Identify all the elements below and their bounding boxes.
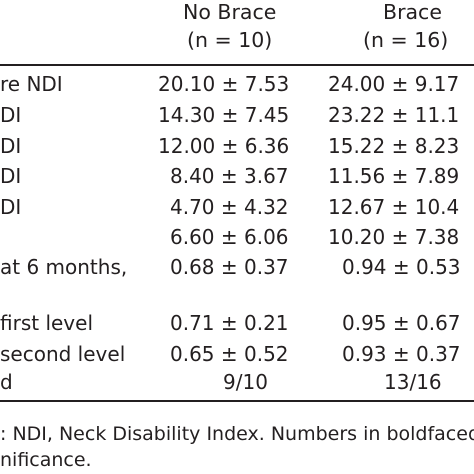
cell-no-brace: 9/10 bbox=[223, 370, 268, 394]
row-label: first level bbox=[0, 311, 93, 335]
row-label: DI bbox=[0, 164, 22, 188]
cell-brace: 12.67 ± 10.4 bbox=[328, 195, 460, 219]
footnote-line-1: : NDI, Neck Disability Index. Numbers in… bbox=[0, 423, 474, 445]
cell-brace: 24.00 ± 9.17 bbox=[328, 72, 460, 96]
cell-brace: 0.93 ± 0.37 bbox=[342, 342, 461, 366]
cell-no-brace: 6.60 ± 6.06 bbox=[170, 225, 289, 249]
cell-brace: 13/16 bbox=[384, 370, 442, 394]
cell-no-brace: 4.70 ± 4.32 bbox=[170, 195, 289, 219]
cell-no-brace: 14.30 ± 7.45 bbox=[158, 103, 290, 127]
cell-no-brace: 20.10 ± 7.53 bbox=[158, 72, 290, 96]
header-no-brace-n: (n = 10) bbox=[187, 28, 273, 52]
cell-no-brace: 12.00 ± 6.36 bbox=[158, 134, 290, 158]
cell-no-brace: 0.65 ± 0.52 bbox=[170, 342, 289, 366]
row-label: DI bbox=[0, 134, 22, 158]
header-no-brace-title: No Brace bbox=[183, 0, 277, 24]
cell-brace: 15.22 ± 8.23 bbox=[328, 134, 460, 158]
cell-no-brace: 0.71 ± 0.21 bbox=[170, 311, 289, 335]
header-divider bbox=[0, 64, 474, 66]
header-brace-n: (n = 16) bbox=[363, 28, 449, 52]
row-label: second level bbox=[0, 342, 126, 366]
row-label: at 6 months, bbox=[0, 255, 128, 279]
cell-no-brace: 0.68 ± 0.37 bbox=[170, 255, 289, 279]
cell-brace: 23.22 ± 11.1 bbox=[328, 103, 460, 127]
footnote-line-2: nificance. bbox=[0, 449, 92, 471]
row-label: re NDI bbox=[0, 72, 63, 96]
cell-brace: 10.20 ± 7.38 bbox=[328, 225, 460, 249]
cell-brace: 0.95 ± 0.67 bbox=[342, 311, 461, 335]
row-label: d bbox=[0, 370, 13, 394]
table-bottom-rule bbox=[0, 400, 474, 402]
cell-brace: 11.56 ± 7.89 bbox=[328, 164, 460, 188]
cell-brace: 0.94 ± 0.53 bbox=[342, 255, 461, 279]
cell-no-brace: 8.40 ± 3.67 bbox=[170, 164, 289, 188]
header-brace-title: Brace bbox=[383, 0, 442, 24]
row-label: DI bbox=[0, 195, 22, 219]
row-label: DI bbox=[0, 103, 22, 127]
